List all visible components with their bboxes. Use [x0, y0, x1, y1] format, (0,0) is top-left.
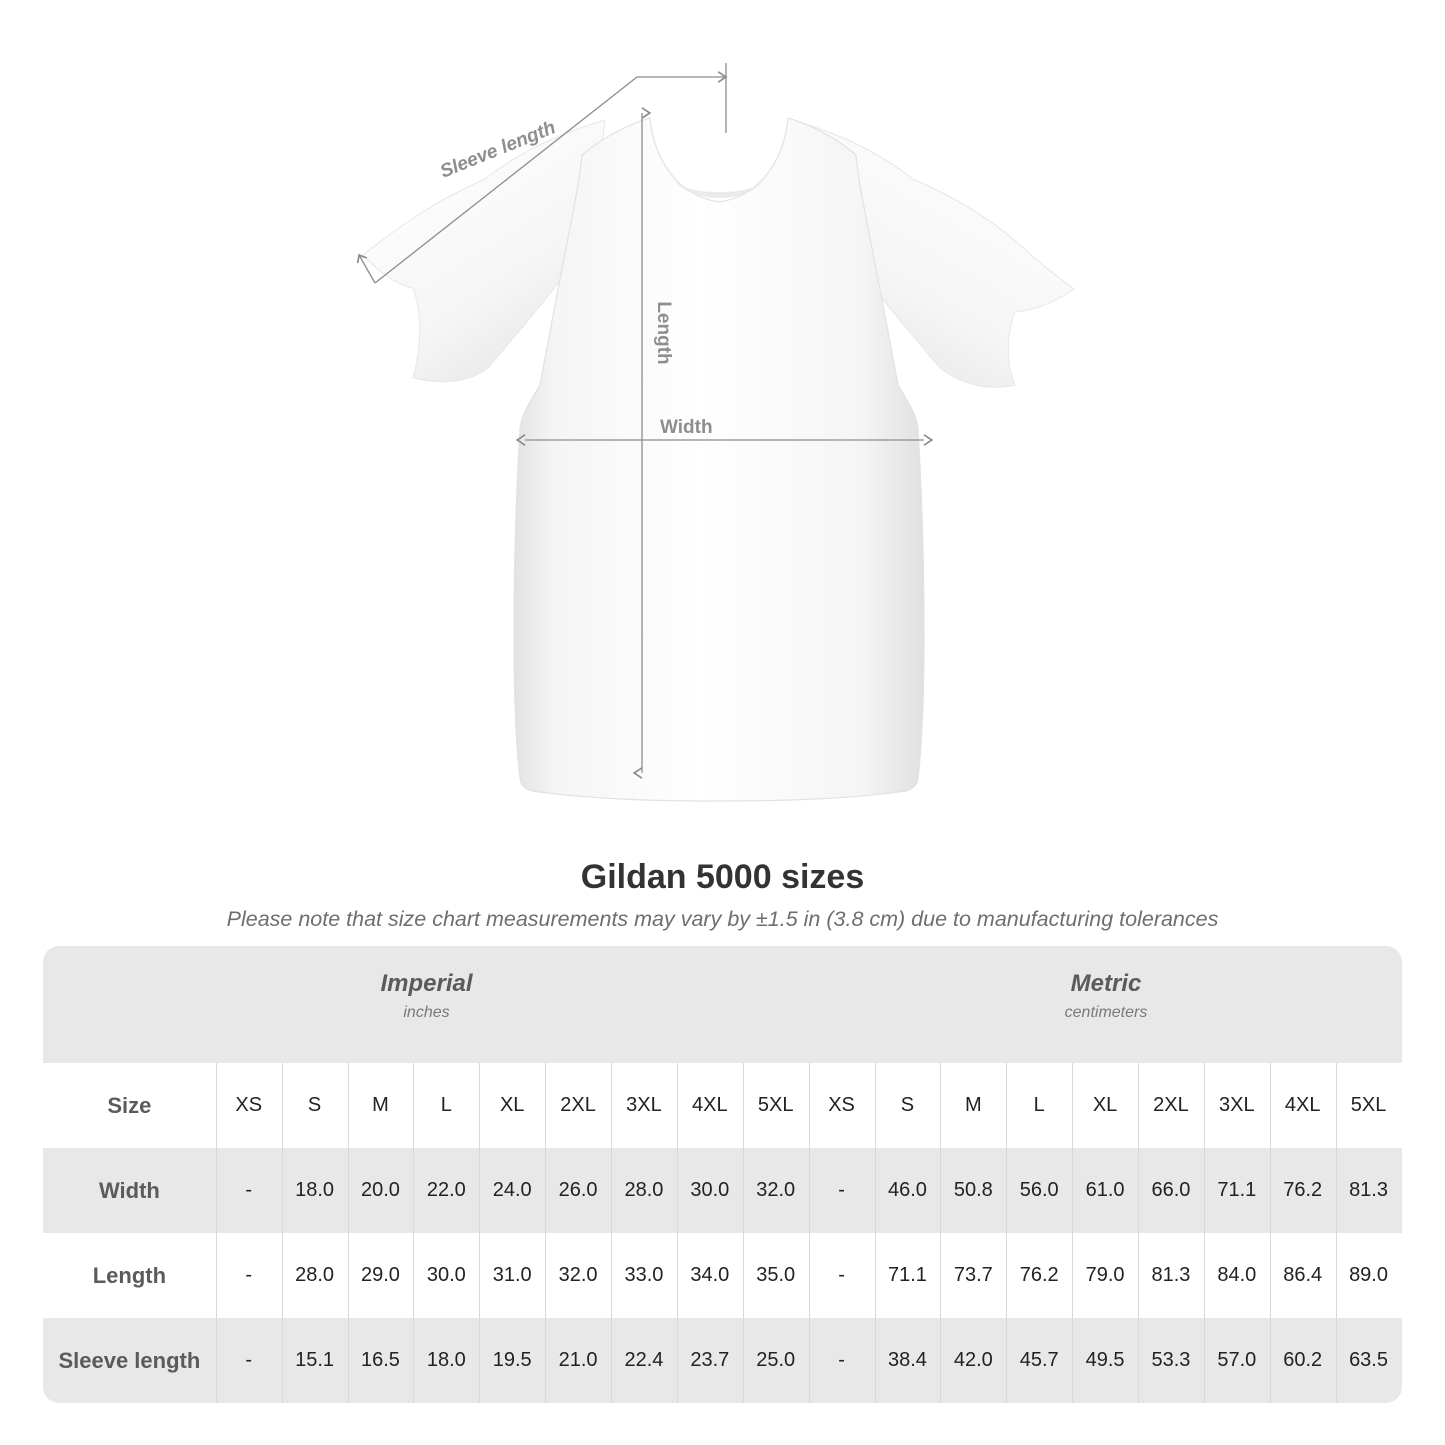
svg-text:Length: Length — [653, 301, 674, 364]
svg-text:Width: Width — [660, 417, 713, 438]
